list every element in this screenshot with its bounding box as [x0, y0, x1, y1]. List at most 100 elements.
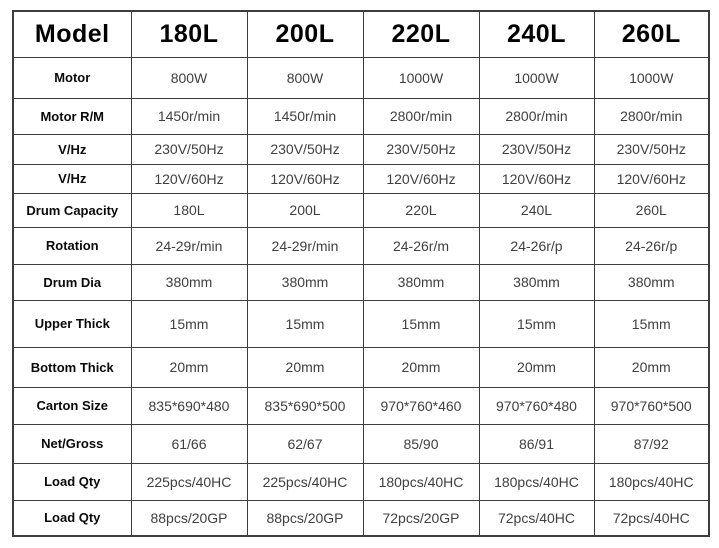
table-cell: 120V/60Hz: [362, 163, 480, 194]
table-cell: 200L: [246, 192, 364, 228]
table-cell: 230V/50Hz: [362, 133, 480, 165]
table-row: Carton Size 835*690*480 835*690*500 970*760…: [12, 386, 710, 425]
row-label: Bottom Thick: [12, 346, 132, 388]
table-cell: 180L: [130, 192, 248, 228]
table-row: Motor R/M 1450r/min 1450r/min 2800r/min 2800…: [12, 97, 710, 135]
table-row: Load Qty 88pcs/20GP 88pcs/20GP 72pcs/20GP 72…: [12, 499, 710, 537]
row-label: Motor R/M: [12, 97, 132, 135]
row-label: Drum Capacity: [12, 192, 132, 228]
table-cell: 800W: [130, 56, 248, 99]
table-cell: 86/91: [478, 423, 595, 464]
table-cell: 2800r/min: [478, 97, 595, 135]
table-cell: 230V/50Hz: [478, 133, 595, 165]
table-cell: 24-29r/min: [130, 226, 248, 265]
table-cell: 380mm: [362, 263, 480, 301]
table-cell: 120V/60Hz: [478, 163, 595, 194]
table-cell: 62/67: [246, 423, 364, 464]
spec-table: Model 180L 200L 220L 240L 260L Motor 800W 800W 10…: [12, 10, 710, 537]
table-row: Load Qty 225pcs/40HC 225pcs/40HC 180pcs/40H…: [12, 462, 710, 501]
table-cell: 24-29r/min: [246, 226, 364, 265]
table-row: Upper Thick 15mm 15mm 15mm 15mm 15mm: [12, 299, 710, 348]
table-cell: 72pcs/20GP: [362, 499, 480, 537]
column-header: 200L: [246, 10, 364, 58]
row-label: V/Hz: [12, 163, 132, 194]
table-cell: 380mm: [246, 263, 364, 301]
row-label: Drum Dia: [12, 263, 132, 301]
table-cell: 2800r/min: [593, 97, 710, 135]
column-header: 260L: [593, 10, 710, 58]
table-cell: 970*760*480: [478, 386, 595, 425]
table-cell: 15mm: [246, 299, 364, 348]
column-header: 180L: [130, 10, 248, 58]
column-header: 220L: [362, 10, 480, 58]
table-cell: 1450r/min: [130, 97, 248, 135]
table-cell: 87/92: [593, 423, 710, 464]
table-row: Bottom Thick 20mm 20mm 20mm 20mm 20mm: [12, 346, 710, 388]
table-cell: 800W: [246, 56, 364, 99]
table-cell: 180pcs/40HC: [362, 462, 480, 501]
table-cell: 225pcs/40HC: [246, 462, 364, 501]
table-cell: 230V/50Hz: [593, 133, 710, 165]
table-cell: 72pcs/40HC: [593, 499, 710, 537]
table-cell: 24-26r/m: [362, 226, 480, 265]
table-cell: 72pcs/40HC: [478, 499, 595, 537]
table-cell: 120V/60Hz: [593, 163, 710, 194]
table-cell: 20mm: [130, 346, 248, 388]
table-cell: 380mm: [593, 263, 710, 301]
table-cell: 260L: [593, 192, 710, 228]
table-cell: 85/90: [362, 423, 480, 464]
table-cell: 970*760*460: [362, 386, 480, 425]
table-header-row: Model 180L 200L 220L 240L 260L: [12, 10, 710, 58]
model-header-cell: Model: [12, 10, 132, 58]
table-cell: 180pcs/40HC: [478, 462, 595, 501]
table-cell: 120V/60Hz: [246, 163, 364, 194]
table-cell: 380mm: [478, 263, 595, 301]
table-cell: 835*690*480: [130, 386, 248, 425]
spec-table-body: Model 180L 200L 220L 240L 260L Motor 800W 800W 10…: [12, 10, 710, 537]
table-cell: 15mm: [362, 299, 480, 348]
table-cell: 225pcs/40HC: [130, 462, 248, 501]
row-label: Motor: [12, 56, 132, 99]
row-label: Load Qty: [12, 462, 132, 501]
table-cell: 970*760*500: [593, 386, 710, 425]
row-label: Upper Thick: [12, 299, 132, 348]
table-cell: 1450r/min: [246, 97, 364, 135]
table-row: Drum Dia 380mm 380mm 380mm 380mm 380mm: [12, 263, 710, 301]
table-cell: 24-26r/p: [593, 226, 710, 265]
row-label: Rotation: [12, 226, 132, 265]
table-row: V/Hz 120V/60Hz 120V/60Hz 120V/60Hz 120V/60Hz…: [12, 163, 710, 194]
table-cell: 20mm: [246, 346, 364, 388]
table-cell: 15mm: [593, 299, 710, 348]
table-row: Motor 800W 800W 1000W 1000W 1000W: [12, 56, 710, 99]
table-cell: 835*690*500: [246, 386, 364, 425]
row-label: Net/Gross: [12, 423, 132, 464]
table-cell: 88pcs/20GP: [246, 499, 364, 537]
table-row: Rotation 24-29r/min 24-29r/min 24-26r/m 24-2…: [12, 226, 710, 265]
table-cell: 20mm: [593, 346, 710, 388]
table-row: Net/Gross 61/66 62/67 85/90 86/91 87/92: [12, 423, 710, 464]
row-label: Carton Size: [12, 386, 132, 425]
table-cell: 1000W: [593, 56, 710, 99]
table-cell: 88pcs/20GP: [130, 499, 248, 537]
table-row: V/Hz 230V/50Hz 230V/50Hz 230V/50Hz 230V/50Hz…: [12, 133, 710, 165]
table-cell: 2800r/min: [362, 97, 480, 135]
row-label: Load Qty: [12, 499, 132, 537]
table-cell: 220L: [362, 192, 480, 228]
table-cell: 180pcs/40HC: [593, 462, 710, 501]
table-row: Drum Capacity 180L 200L 220L 240L 260L: [12, 192, 710, 228]
table-cell: 230V/50Hz: [130, 133, 248, 165]
row-label: V/Hz: [12, 133, 132, 165]
table-cell: 1000W: [478, 56, 595, 99]
table-cell: 24-26r/p: [478, 226, 595, 265]
table-cell: 15mm: [130, 299, 248, 348]
table-cell: 380mm: [130, 263, 248, 301]
table-cell: 240L: [478, 192, 595, 228]
table-cell: 230V/50Hz: [246, 133, 364, 165]
table-cell: 1000W: [362, 56, 480, 99]
table-cell: 15mm: [478, 299, 595, 348]
column-header: 240L: [478, 10, 595, 58]
table-cell: 20mm: [362, 346, 480, 388]
table-cell: 120V/60Hz: [130, 163, 248, 194]
table-cell: 61/66: [130, 423, 248, 464]
table-cell: 20mm: [478, 346, 595, 388]
